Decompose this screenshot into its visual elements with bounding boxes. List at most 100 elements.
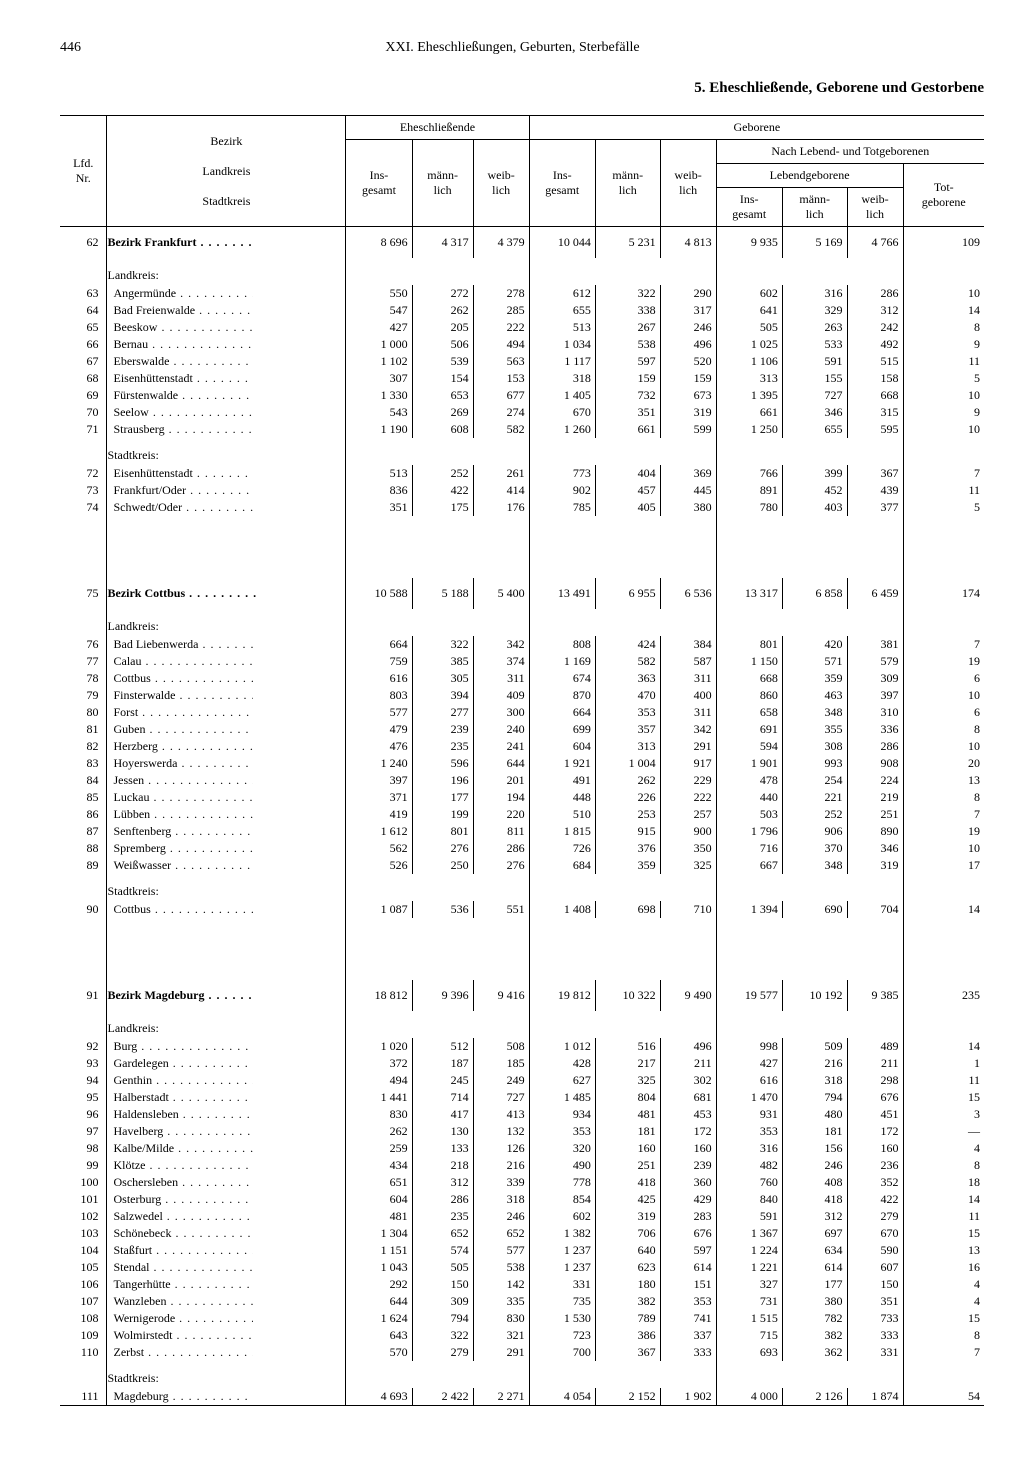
- data-cell: 8: [903, 1157, 984, 1174]
- data-cell: 706: [595, 1225, 660, 1242]
- data-cell: 623: [595, 1259, 660, 1276]
- place-name: Lübben . . . . . . . . . . . . . . . . .: [107, 806, 346, 823]
- data-cell: 735: [529, 1293, 595, 1310]
- data-cell: 320: [529, 1140, 595, 1157]
- lfd-nr: 87: [60, 823, 107, 840]
- data-cell: 251: [847, 806, 903, 823]
- data-cell: 235: [412, 1208, 473, 1225]
- lfd-nr: 109: [60, 1327, 107, 1344]
- data-cell: 382: [782, 1327, 847, 1344]
- data-cell: 338: [595, 302, 660, 319]
- data-cell: 220: [473, 806, 529, 823]
- data-cell: 563: [473, 353, 529, 370]
- data-cell: 668: [847, 387, 903, 404]
- stadtkreis-heading-row: Stadtkreis:: [60, 874, 984, 901]
- gap-row: [60, 516, 984, 578]
- place-name: Schönebeck . . . . . . . . . . . . . . .…: [107, 1225, 346, 1242]
- data-cell: 516: [595, 1038, 660, 1055]
- data-cell: 811: [473, 823, 529, 840]
- table-row: 96 Haldensleben . . . . . . . . . . . . …: [60, 1106, 984, 1123]
- data-cell: 653: [412, 387, 473, 404]
- place-name: Magdeburg . . . . . . . . . . . . . . . …: [107, 1388, 346, 1406]
- data-cell: 4 317: [412, 227, 473, 259]
- data-cell: 577: [346, 704, 412, 721]
- data-cell: 333: [847, 1327, 903, 1344]
- data-cell: 1 169: [529, 653, 595, 670]
- data-cell: 9: [903, 336, 984, 353]
- col-geb-mann: männ-lich: [595, 140, 660, 227]
- col-ehe-ins: Ins-gesamt: [346, 140, 412, 227]
- table-row: 69 Fürstenwalde . . . . . . . . . . . . …: [60, 387, 984, 404]
- data-cell: 250: [412, 857, 473, 874]
- data-cell: 419: [346, 806, 412, 823]
- data-cell: 634: [782, 1242, 847, 1259]
- data-cell: 351: [346, 499, 412, 516]
- table-row: 109 Wolmirstedt . . . . . . . . . . . . …: [60, 1327, 984, 1344]
- data-cell: 201: [473, 772, 529, 789]
- data-cell: 156: [782, 1140, 847, 1157]
- data-cell: 670: [847, 1225, 903, 1242]
- table-row: 98 Kalbe/Milde . . . . . . . . . . . . .…: [60, 1140, 984, 1157]
- data-cell: 424: [595, 636, 660, 653]
- data-cell: 305: [412, 670, 473, 687]
- data-cell: 496: [660, 336, 716, 353]
- lfd-nr: 88: [60, 840, 107, 857]
- data-cell: 274: [473, 404, 529, 421]
- lfd-nr: 72: [60, 465, 107, 482]
- data-cell: 1 304: [346, 1225, 412, 1242]
- data-cell: 716: [716, 840, 782, 857]
- data-cell: 239: [412, 721, 473, 738]
- data-cell: 1 150: [716, 653, 782, 670]
- place-name: Finsterwalde . . . . . . . . . . . . . .…: [107, 687, 346, 704]
- data-cell: 322: [412, 1327, 473, 1344]
- data-table: Lfd.Nr. Bezirk Landkreis Stadtkreis Ehes…: [60, 115, 984, 1406]
- data-cell: 616: [716, 1072, 782, 1089]
- col-geb-group: Geborene: [529, 116, 984, 140]
- data-cell: 272: [412, 285, 473, 302]
- place-name: Stendal . . . . . . . . . . . . . . . . …: [107, 1259, 346, 1276]
- data-cell: 1 020: [346, 1038, 412, 1055]
- place-name: Bernau . . . . . . . . . . . . . . . . .: [107, 336, 346, 353]
- data-cell: 830: [346, 1106, 412, 1123]
- data-cell: 397: [847, 687, 903, 704]
- data-cell: 934: [529, 1106, 595, 1123]
- lfd-nr: 70: [60, 404, 107, 421]
- place-name: Strausberg . . . . . . . . . . . . . . .…: [107, 421, 346, 438]
- data-cell: 300: [473, 704, 529, 721]
- data-cell: 1 004: [595, 755, 660, 772]
- data-cell: 177: [412, 789, 473, 806]
- data-cell: 17: [903, 857, 984, 874]
- data-cell: 1 012: [529, 1038, 595, 1055]
- data-cell: 205: [412, 319, 473, 336]
- data-cell: 355: [782, 721, 847, 738]
- data-cell: 357: [595, 721, 660, 738]
- data-cell: 279: [412, 1344, 473, 1361]
- data-cell: 479: [346, 721, 412, 738]
- data-cell: 7: [903, 465, 984, 482]
- data-cell: 652: [473, 1225, 529, 1242]
- data-cell: 246: [782, 1157, 847, 1174]
- data-cell: 1 874: [847, 1388, 903, 1406]
- data-cell: 714: [412, 1089, 473, 1106]
- data-cell: 224: [847, 772, 903, 789]
- data-cell: 677: [473, 387, 529, 404]
- data-cell: 10 322: [595, 980, 660, 1011]
- data-cell: 668: [716, 670, 782, 687]
- data-cell: 481: [595, 1106, 660, 1123]
- data-cell: 133: [412, 1140, 473, 1157]
- data-cell: 891: [716, 482, 782, 499]
- lfd-nr: 83: [60, 755, 107, 772]
- lfd-nr: 111: [60, 1388, 107, 1406]
- lfd-nr: 99: [60, 1157, 107, 1174]
- data-cell: 19: [903, 653, 984, 670]
- table-row: 72 Eisenhüttenstadt . . . . . . . . . . …: [60, 465, 984, 482]
- table-row: 65 Beeskow . . . . . . . . . . . . . . .…: [60, 319, 984, 336]
- data-cell: 513: [346, 465, 412, 482]
- data-cell: 194: [473, 789, 529, 806]
- data-cell: 1 902: [660, 1388, 716, 1406]
- data-cell: 376: [595, 840, 660, 857]
- data-cell: 311: [660, 670, 716, 687]
- lfd-nr: 69: [60, 387, 107, 404]
- lfd-nr: 107: [60, 1293, 107, 1310]
- place-name: Tangerhütte . . . . . . . . . . . . . . …: [107, 1276, 346, 1293]
